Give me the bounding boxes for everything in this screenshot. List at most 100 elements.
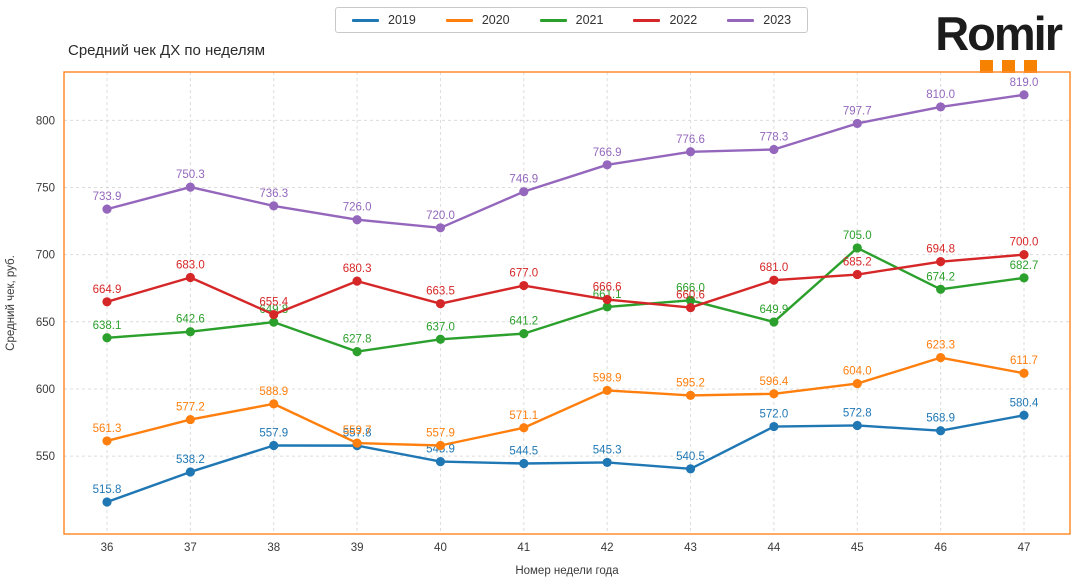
legend-line-swatch [633,18,661,22]
data-label: 623.3 [926,340,955,352]
data-label: 638.1 [93,320,122,332]
legend-line-swatch [727,18,755,22]
data-label: 778.3 [760,131,789,143]
data-point [102,333,112,343]
data-point [936,102,946,112]
data-point [936,257,946,267]
data-label: 776.6 [676,134,705,146]
data-point [685,302,696,313]
data-label: 580.4 [1010,397,1039,409]
x-tick-label: 41 [517,542,530,554]
data-label: 726.0 [343,202,372,214]
data-label: 705.0 [843,230,872,242]
data-point [435,223,446,233]
data-label: 664.9 [93,284,122,296]
data-point [435,440,446,451]
data-label: 677.0 [509,268,538,280]
data-label: 557.9 [259,427,288,439]
data-label: 666.0 [676,282,705,294]
data-label: 682.7 [1010,260,1039,272]
data-point [769,421,779,432]
data-label: 571.1 [509,410,538,422]
data-point [185,467,195,477]
y-tick-label: 650 [36,317,55,329]
romir-logo-text: Romir [935,7,1063,60]
data-label: 746.9 [509,174,538,186]
data-label: 637.0 [426,321,455,333]
data-point [936,426,946,436]
legend-item-2021: 2021 [539,13,603,27]
logo-dot [1024,60,1037,73]
data-point [602,160,612,170]
plot-border [63,71,1071,535]
data-label: 604.0 [843,366,872,378]
chart-legend: 2019 2020 2021 2022 2023 [335,7,809,33]
data-point [519,458,529,469]
x-tick-label: 37 [184,542,197,554]
data-point [685,147,696,157]
data-label: 666.6 [593,282,622,294]
legend-item-2020: 2020 [445,13,510,27]
data-point [352,276,362,286]
data-label: 810.0 [926,89,955,101]
data-label: 577.2 [176,402,205,414]
data-label: 559.7 [343,425,372,437]
data-point [602,302,612,312]
data-point [852,378,862,389]
data-point [352,347,362,357]
data-point [1019,90,1029,100]
x-tick-label: 46 [934,542,947,554]
data-point [435,299,446,309]
y-axis-label: Средний чек, руб. [5,255,17,351]
data-point [102,436,112,446]
data-point [1019,273,1029,283]
romir-logo: Romir [935,7,1063,73]
data-point [1019,410,1029,420]
data-point [269,309,279,320]
legend-item-2022: 2022 [633,13,697,27]
data-point [185,272,195,283]
data-point [852,420,862,431]
data-label: 540.5 [676,451,705,463]
data-label: 700.0 [1010,237,1039,249]
data-label: 572.8 [843,407,872,419]
data-point [936,353,946,363]
data-point [269,440,279,451]
data-label: 733.9 [93,191,122,203]
data-label: 683.0 [176,259,205,271]
data-label: 819.0 [1010,77,1039,89]
data-point [435,334,446,344]
data-point [852,243,862,253]
data-point [185,414,195,425]
data-point [852,118,862,129]
data-point [1019,250,1029,260]
series-line [106,253,1025,316]
data-label: 572.0 [760,409,789,421]
legend-line-swatch [445,18,473,22]
series-2022: 664.9 683.0 655.4 680.3 663.5 677.0 666.6 660.6… [93,237,1039,320]
y-tick-label: 700 [36,250,55,262]
x-tick-label: 43 [684,542,697,554]
legend-label: 2020 [481,13,510,27]
data-label: 588.9 [259,386,288,398]
data-label: 797.7 [843,105,872,117]
data-label: 649.9 [760,304,789,316]
x-tick-label: 44 [768,542,781,554]
data-label: 545.3 [593,444,622,456]
data-point [519,423,529,433]
x-tick-label: 36 [101,542,114,554]
data-label: 538.2 [176,454,205,466]
data-label: 557.9 [426,427,455,439]
data-point [435,457,446,467]
data-point [102,497,112,507]
data-point [269,317,279,327]
legend-label: 2019 [388,13,416,27]
data-point [1019,368,1029,378]
data-label: 642.6 [176,314,205,326]
data-point [936,284,946,294]
data-label: 674.2 [926,271,955,283]
data-label: 660.6 [676,290,705,302]
data-point [769,389,779,399]
data-point [685,464,696,474]
data-point [352,438,362,448]
